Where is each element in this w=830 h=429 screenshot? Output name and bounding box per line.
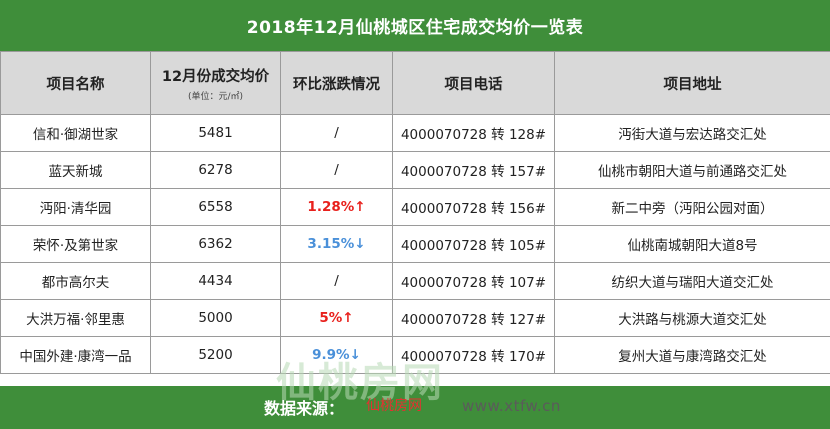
cell-address: 沔街大道与宏达路交汇处 bbox=[554, 114, 830, 152]
col-header-name: 项目名称 bbox=[0, 51, 151, 115]
table-row: 蓝天新城 6278 / 4000070728 转 157# 仙桃市朝阳大道与前通… bbox=[0, 151, 830, 189]
cell-price: 6362 bbox=[150, 225, 281, 263]
watermark: 仙桃房网 bbox=[276, 360, 444, 406]
cell-name: 蓝天新城 bbox=[0, 151, 151, 189]
cell-change-up: 1.28%↑ bbox=[280, 188, 393, 226]
table-row: 大洪万福·邻里惠 5000 5%↑ 4000070728 转 127# 大洪路与… bbox=[0, 299, 830, 337]
cell-price: 6278 bbox=[150, 151, 281, 189]
table-title: 2018年12月仙桃城区住宅成交均价一览表 bbox=[0, 0, 830, 51]
cell-address: 大洪路与桃源大道交汇处 bbox=[554, 299, 830, 337]
cell-address: 仙桃市朝阳大道与前通路交汇处 bbox=[554, 151, 830, 189]
cell-name: 信和·御湖世家 bbox=[0, 114, 151, 152]
cell-phone: 4000070728 转 127# bbox=[392, 299, 555, 337]
cell-change-down: 3.15%↓ bbox=[280, 225, 393, 263]
cell-address: 纺织大道与瑞阳大道交汇处 bbox=[554, 262, 830, 300]
cell-price: 5000 bbox=[150, 299, 281, 337]
cell-change-down: 9.9%↓ bbox=[280, 336, 393, 374]
cell-phone: 4000070728 转 105# bbox=[392, 225, 555, 263]
table-row: 荣怀·及第世家 6362 3.15%↓ 4000070728 转 105# 仙桃… bbox=[0, 225, 830, 263]
cell-phone: 4000070728 转 157# bbox=[392, 151, 555, 189]
table-row: 都市高尔夫 4434 / 4000070728 转 107# 纺织大道与瑞阳大道… bbox=[0, 262, 830, 300]
cell-change: / bbox=[280, 151, 393, 189]
table-row: 沔阳·清华园 6558 1.28%↑ 4000070728 转 156# 新二中… bbox=[0, 188, 830, 226]
cell-phone: 4000070728 转 128# bbox=[392, 114, 555, 152]
cell-price: 5200 bbox=[150, 336, 281, 374]
col-header-price: 12月份成交均价 (单位：元/㎡) bbox=[150, 51, 281, 115]
table-row: 信和·御湖世家 5481 / 4000070728 转 128# 沔街大道与宏达… bbox=[0, 114, 830, 152]
cell-change-up: 5%↑ bbox=[280, 299, 393, 337]
col-header-price-unit: (单位：元/㎡) bbox=[187, 91, 244, 102]
cell-phone: 4000070728 转 170# bbox=[392, 336, 555, 374]
table-row: 中国外建·康湾一品 5200 9.9%↓ 4000070728 转 170# 复… bbox=[0, 336, 830, 374]
cell-phone: 4000070728 转 156# bbox=[392, 188, 555, 226]
cell-name: 沔阳·清华园 bbox=[0, 188, 151, 226]
cell-name: 都市高尔夫 bbox=[0, 262, 151, 300]
source-url: www.xtfw.cn bbox=[462, 397, 561, 415]
cell-price: 4434 bbox=[150, 262, 281, 300]
footer-bar bbox=[0, 386, 830, 429]
cell-name: 荣怀·及第世家 bbox=[0, 225, 151, 263]
cell-name: 大洪万福·邻里惠 bbox=[0, 299, 151, 337]
cell-address: 仙桃南城朝阳大道8号 bbox=[554, 225, 830, 263]
source-site: 仙桃房网 bbox=[366, 398, 422, 414]
cell-name: 中国外建·康湾一品 bbox=[0, 336, 151, 374]
source-label: 数据来源： bbox=[264, 399, 345, 418]
col-header-price-label: 12月份成交均价 bbox=[161, 68, 270, 85]
col-header-change: 环比涨跌情况 bbox=[280, 51, 393, 115]
col-header-phone: 项目电话 bbox=[392, 51, 555, 115]
cell-change: / bbox=[280, 262, 393, 300]
cell-phone: 4000070728 转 107# bbox=[392, 262, 555, 300]
cell-address: 复州大道与康湾路交汇处 bbox=[554, 336, 830, 374]
cell-change: / bbox=[280, 114, 393, 152]
cell-price: 6558 bbox=[150, 188, 281, 226]
cell-price: 5481 bbox=[150, 114, 281, 152]
col-header-address: 项目地址 bbox=[554, 51, 830, 115]
cell-address: 新二中旁（沔阳公园对面） bbox=[554, 188, 830, 226]
header-row: 项目名称 12月份成交均价 (单位：元/㎡) 环比涨跌情况 项目电话 项目地址 bbox=[0, 51, 830, 115]
price-table: 项目名称 12月份成交均价 (单位：元/㎡) 环比涨跌情况 项目电话 项目地址 … bbox=[0, 51, 830, 374]
